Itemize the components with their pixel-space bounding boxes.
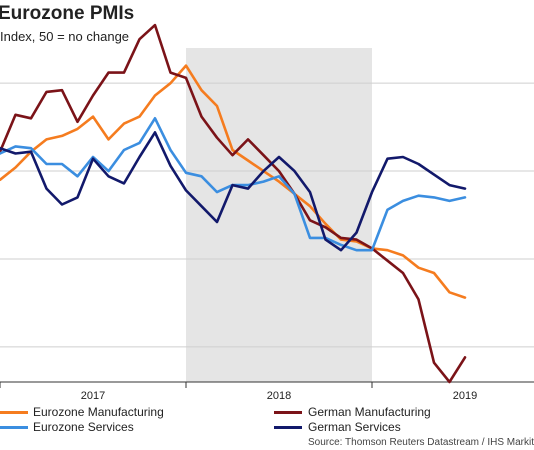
series-line-eurozone-services [0,117,467,252]
legend-label-german-manufacturing: German Manufacturing [308,405,431,419]
legend-swatch-german-manufacturing [274,411,302,414]
source-note: Source: Thomson Reuters Datastream / IHS… [307,437,534,448]
shaded-band-2018 [186,48,372,382]
legend-label-eurozone-manufacturing: Eurozone Manufacturing [33,405,164,419]
chart-subtitle: Index, 50 = no change [0,29,130,44]
x-tick-label-2017: 2017 [81,390,105,402]
legend-swatch-eurozone-services [0,426,28,429]
series-line-german-services [0,131,467,252]
legend-label-german-services: German Services [308,420,401,434]
x-tick-label-2018: 2018 [267,390,291,402]
series-line-eurozone-manufacturing [0,64,467,299]
legend-swatch-eurozone-manufacturing [0,411,28,414]
legend-swatch-german-services [274,426,302,429]
x-tick-label-2019: 2019 [453,390,477,402]
legend-label-eurozone-services: Eurozone Services [33,420,134,434]
chart-title: Eurozone PMIs [0,3,135,24]
